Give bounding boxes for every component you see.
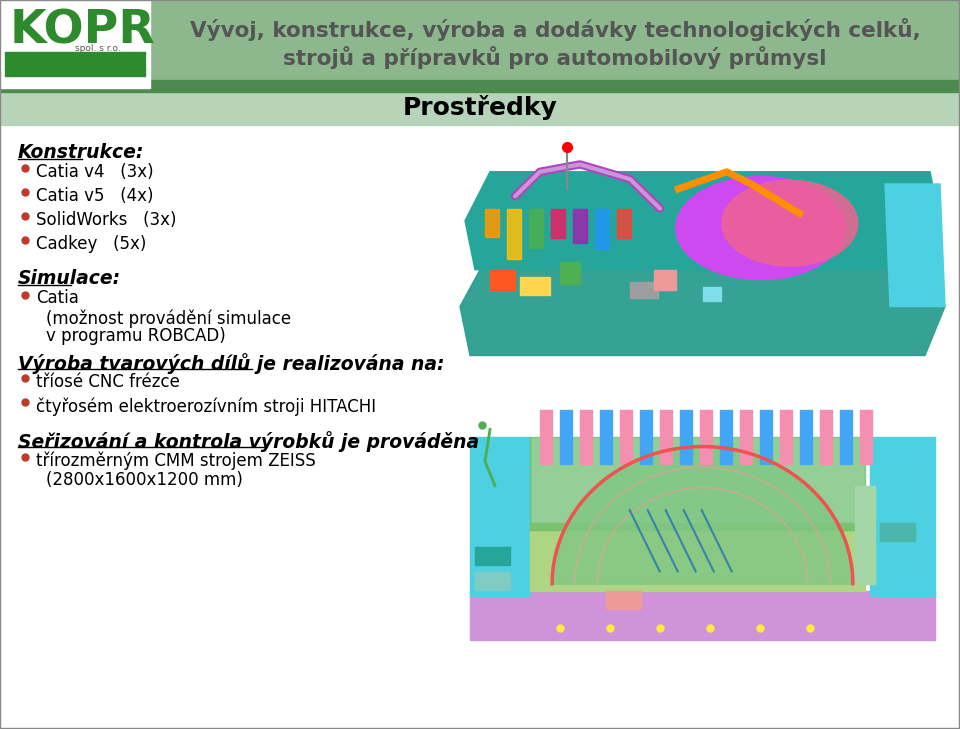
Bar (860, 410, 872, 464)
Bar (5, 67, 145, 71)
Bar (0, 125, 960, 729)
Bar (680, 410, 692, 464)
Bar (455, 395, 950, 650)
Bar (760, 410, 772, 464)
Polygon shape (465, 172, 940, 270)
Ellipse shape (676, 176, 846, 279)
Bar (870, 437, 935, 596)
Bar (580, 410, 592, 464)
Text: Catia v4   (3x): Catia v4 (3x) (36, 163, 154, 181)
Bar (720, 410, 732, 464)
Bar (617, 208, 631, 252)
Bar (740, 410, 752, 464)
Bar (606, 591, 640, 609)
Bar (560, 262, 580, 284)
Bar (540, 410, 552, 464)
Text: (možnost provádění simulace: (možnost provádění simulace (46, 309, 291, 327)
Bar (573, 208, 587, 235)
Bar (5, 72, 145, 76)
Text: Simulace:: Simulace: (18, 269, 121, 288)
Bar (880, 523, 915, 540)
Text: spol. s r.o.: spol. s r.o. (75, 44, 121, 53)
Text: Výroba tvarových dílů je realizována na:: Výroba tvarových dílů je realizována na: (18, 353, 444, 374)
Ellipse shape (722, 180, 857, 266)
Polygon shape (460, 270, 945, 356)
Bar (0, 86, 960, 89)
Text: Catia v5   (4x): Catia v5 (4x) (36, 187, 154, 205)
Bar (654, 270, 676, 289)
Bar (470, 591, 935, 640)
Bar (660, 410, 672, 464)
Bar (780, 410, 792, 464)
Text: čtyřosém elektroerozívním stroji HITACHI: čtyřosém elektroerozívním stroji HITACHI (36, 397, 376, 416)
Bar (820, 410, 832, 464)
Text: Prostředky: Prostředky (402, 95, 558, 120)
Bar (490, 270, 515, 289)
Bar (800, 410, 812, 464)
Text: Cadkey   (5x): Cadkey (5x) (36, 235, 146, 253)
Bar (0, 0, 150, 88)
Bar (700, 410, 712, 464)
Bar (455, 130, 950, 385)
Text: v programu ROBCAD): v programu ROBCAD) (46, 327, 226, 345)
Bar (551, 208, 565, 249)
Bar (475, 572, 510, 590)
Polygon shape (885, 184, 945, 306)
Text: Seřizování a kontrola výrobků je prováděna: Seřizování a kontrola výrobků je provádě… (18, 431, 479, 452)
Bar (5, 52, 145, 56)
Bar (520, 277, 550, 295)
Text: třírozměrným CMM strojem ZEISS: třírozměrným CMM strojem ZEISS (36, 451, 316, 469)
Bar (0, 89, 960, 92)
Bar (475, 547, 510, 565)
Bar (530, 437, 865, 530)
Bar (470, 437, 530, 596)
Text: Vývoj, konstrukce, výroba a dodávky technologických celků,: Vývoj, konstrukce, výroba a dodávky tech… (190, 18, 921, 41)
Bar (485, 208, 499, 257)
Bar (5, 57, 145, 61)
Text: Konstrukce:: Konstrukce: (18, 143, 144, 162)
Bar (855, 486, 875, 584)
Bar (620, 410, 632, 464)
Text: strojů a přípravků pro automobilový průmysl: strojů a přípravků pro automobilový prům… (283, 46, 827, 69)
Bar (529, 208, 543, 236)
Text: Catia: Catia (36, 289, 79, 307)
Bar (703, 287, 721, 301)
Text: tříosé CNC frézce: tříosé CNC frézce (36, 373, 180, 391)
Bar (5, 62, 145, 66)
Bar (840, 410, 852, 464)
Bar (530, 523, 865, 591)
Bar (0, 90, 960, 125)
Bar (640, 410, 652, 464)
Text: (2800x1600x1200 mm): (2800x1600x1200 mm) (46, 471, 243, 489)
Text: SolidWorks   (3x): SolidWorks (3x) (36, 211, 177, 229)
Bar (0, 0, 960, 90)
Bar (595, 208, 609, 246)
Bar (630, 282, 658, 298)
Bar (507, 208, 521, 235)
Bar (560, 410, 572, 464)
Bar (600, 410, 612, 464)
Bar (0, 80, 960, 83)
Bar (0, 83, 960, 86)
Text: KOPR: KOPR (10, 8, 156, 53)
